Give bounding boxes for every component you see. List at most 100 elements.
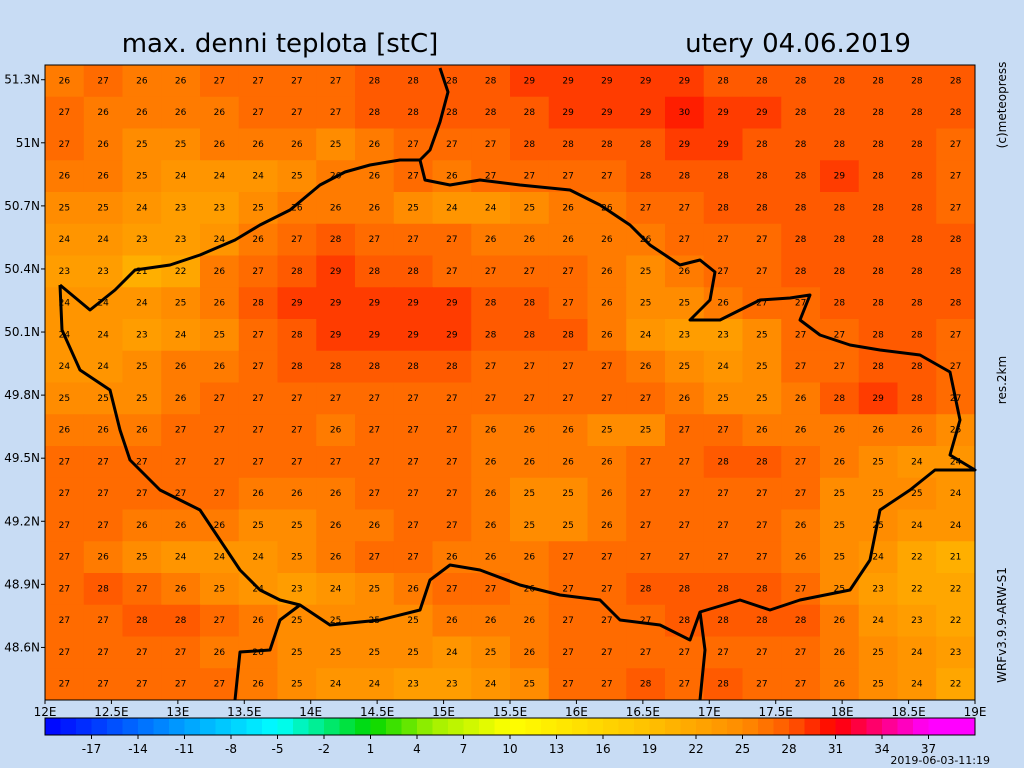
temp-value: 25 (407, 616, 418, 626)
temp-value: 27 (330, 394, 341, 404)
y-tick-label: 48.9N (4, 577, 40, 591)
temp-value: 27 (679, 426, 690, 436)
temp-value: 24 (950, 457, 962, 467)
temp-cell (393, 636, 433, 669)
temp-value: 26 (59, 76, 71, 86)
temp-cell (781, 96, 821, 129)
temp-value: 28 (446, 362, 458, 372)
colorbar-segment (556, 718, 573, 735)
temp-value: 27 (795, 680, 806, 690)
temp-cell (665, 350, 705, 383)
colorbar-segment (417, 718, 433, 735)
temp-value: 26 (330, 203, 342, 213)
temp-cell (45, 477, 85, 510)
temp-value: 26 (601, 267, 613, 277)
temp-value: 28 (640, 140, 652, 150)
temp-cell (238, 604, 278, 637)
temp-value: 25 (136, 394, 147, 404)
axes: 51.3N 51N 50.7N 50.4N 50.1N 49.8N 49.5N 49.2N 48… (4, 73, 986, 719)
temp-cell (83, 192, 123, 225)
y-tick-label: 49.8N (4, 388, 40, 402)
temp-value: 23 (59, 267, 70, 277)
temp-cell (781, 160, 821, 193)
temp-cell (316, 636, 356, 669)
temp-value: 26 (369, 140, 381, 150)
temp-value: 28 (756, 584, 768, 594)
colorbar-segment (138, 718, 154, 735)
temp-cell (471, 636, 511, 669)
temp-cell (820, 160, 860, 193)
temp-cell (355, 65, 395, 98)
temp-value: 28 (640, 172, 652, 182)
temp-value: 28 (950, 76, 962, 86)
temp-cell (471, 160, 511, 193)
temp-cell (277, 192, 317, 225)
temp-value: 26 (485, 489, 497, 499)
temp-cell (432, 446, 472, 479)
temp-cell (200, 446, 240, 479)
temp-cell (200, 255, 240, 288)
temp-cell (355, 128, 395, 161)
temp-value: 25 (601, 426, 612, 436)
temp-cell (200, 128, 240, 161)
temp-cell (858, 65, 898, 98)
temp-cell (432, 604, 472, 637)
temp-value: 28 (795, 140, 807, 150)
temp-cell (432, 192, 472, 225)
temp-value: 25 (485, 648, 496, 658)
colorbar-segment (401, 718, 418, 735)
temp-cell (200, 319, 240, 352)
temp-cell (432, 128, 472, 161)
temp-cell (510, 223, 550, 256)
temp-cell (781, 446, 821, 479)
temp-value: 29 (330, 299, 342, 309)
x-tick-label: 14.5E (360, 705, 394, 719)
temp-cell (626, 477, 666, 510)
temp-value: 26 (601, 521, 613, 531)
temp-value: 27 (562, 648, 573, 658)
colorbar-label: -17 (82, 742, 102, 756)
temp-value: 26 (485, 616, 497, 626)
temp-cell (897, 509, 937, 542)
temp-cell (122, 573, 162, 606)
temp-value: 24 (136, 299, 148, 309)
colorbar-segment (944, 718, 960, 735)
temp-cell (238, 96, 278, 129)
temp-cell (820, 509, 860, 542)
temp-value: 28 (369, 108, 381, 118)
temp-cell (393, 96, 433, 129)
temp-cell (83, 446, 123, 479)
temp-value: 28 (717, 76, 729, 86)
temp-cell (393, 65, 433, 98)
temp-cell (858, 319, 898, 352)
temp-cell (703, 255, 743, 288)
temp-cell (277, 636, 317, 669)
temp-value: 27 (369, 553, 380, 563)
temp-cell (432, 255, 472, 288)
date: utery 04.06.2019 (685, 29, 911, 59)
temp-cell (122, 96, 162, 129)
temp-cell (45, 541, 85, 574)
temp-value: 26 (795, 426, 807, 436)
temp-value: 27 (59, 108, 70, 118)
temp-value: 29 (330, 267, 342, 277)
temp-value: 26 (524, 426, 536, 436)
temp-value: 22 (911, 553, 922, 563)
temp-value: 28 (524, 330, 536, 340)
temp-value: 27 (562, 553, 573, 563)
temp-value: 24 (911, 680, 923, 690)
temperature-grid: 26 27 26 26 27 27 27 27 28 28 28 28 29 29 29 29 29 28 28 28… (45, 65, 976, 701)
temp-value: 23 (136, 235, 147, 245)
temp-value: 28 (834, 203, 846, 213)
temp-cell (626, 668, 666, 701)
colorbar-segment (773, 718, 790, 735)
border (698, 611, 707, 701)
temp-cell (510, 350, 550, 383)
temp-cell (587, 287, 627, 320)
temp-value: 27 (679, 680, 690, 690)
temp-cell (122, 319, 162, 352)
temp-cell (510, 541, 550, 574)
temp-value: 27 (446, 267, 457, 277)
temp-value: 26 (291, 140, 303, 150)
temp-cell (858, 414, 898, 447)
